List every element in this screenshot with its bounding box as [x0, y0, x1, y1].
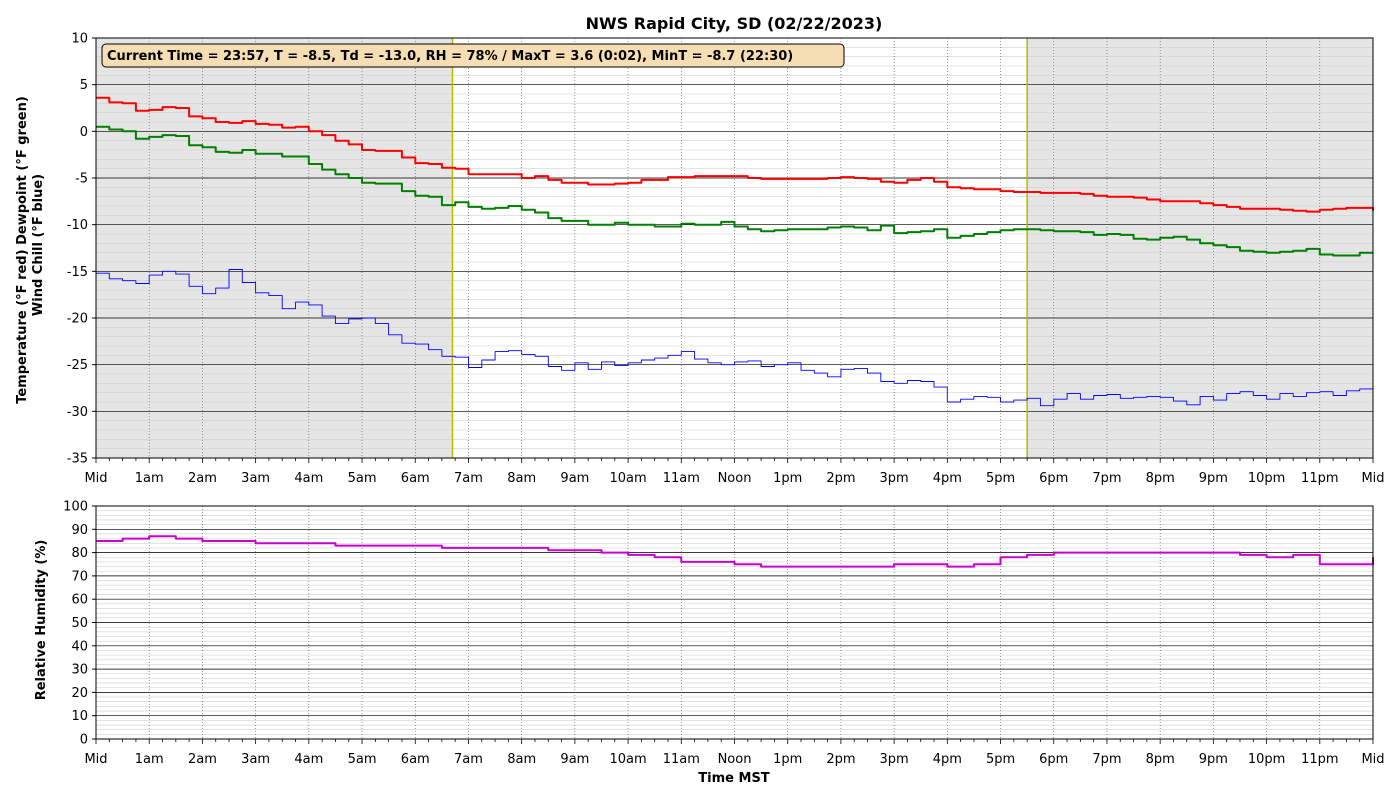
x-tick-label: Noon: [718, 752, 752, 767]
x-tick-label: 7pm: [1092, 471, 1121, 486]
y-tick-label: -20: [67, 312, 88, 327]
x-tick-label: Noon: [718, 471, 752, 486]
night-shading-1: [1027, 38, 1373, 458]
series-line-0-2: [96, 269, 1374, 407]
info-box-background: [101, 43, 845, 68]
y-tick-label: 10: [71, 32, 88, 47]
x-tick-label: 10pm: [1248, 752, 1285, 767]
x-tick-label: 5pm: [986, 752, 1015, 767]
x-tick-label: 5am: [348, 471, 377, 486]
x-tick-label: 10am: [609, 471, 646, 486]
x-tick-label: 8am: [507, 752, 536, 767]
x-tick-label: 8am: [507, 471, 536, 486]
x-tick-label: 11am: [663, 471, 700, 486]
y-tick-label: -5: [75, 172, 88, 187]
top-panel-series: [96, 96, 1374, 407]
y-tick-label: 80: [71, 546, 88, 561]
y-tick-label: 20: [71, 686, 88, 701]
x-tick-label: 8pm: [1146, 471, 1175, 486]
y-tick-label: 10: [71, 709, 88, 724]
y-tick-label: 60: [71, 593, 88, 608]
chart-title: NWS Rapid City, SD (02/22/2023): [586, 14, 883, 33]
x-tick-label: Mid: [84, 471, 107, 486]
x-tick-label: 4pm: [933, 471, 962, 486]
x-tick-label: 6pm: [1039, 471, 1068, 486]
y-tick-label: 50: [71, 616, 88, 631]
y-tick-label: -25: [67, 358, 88, 373]
bottom-ylabel: Relative Humidity (%): [34, 540, 49, 701]
x-tick-label: 2pm: [826, 471, 855, 486]
x-tick-label: 4am: [294, 752, 323, 767]
y-tick-label: 0: [80, 733, 88, 748]
x-tick-label: 4am: [294, 471, 323, 486]
x-tick-label: 2pm: [826, 752, 855, 767]
top-panel-grid: [95, 37, 1374, 459]
y-tick-label: 40: [71, 639, 88, 654]
x-tick-label: 6am: [401, 752, 430, 767]
x-tick-label: 11pm: [1301, 752, 1338, 767]
top-panel-ticks: -35 -30 -25 -20 -15 -10 -5 0 5 10 Mid 1am 2am 3am 4am 5…: [67, 32, 1385, 487]
y-tick-label: -30: [67, 405, 88, 420]
x-tick-label: 8pm: [1146, 752, 1175, 767]
bottom-panel-series: [96, 535, 1374, 568]
x-tick-label: 6pm: [1039, 752, 1068, 767]
x-tick-label: 1pm: [773, 752, 802, 767]
x-tick-label: 10am: [609, 752, 646, 767]
y-tick-label: 70: [71, 569, 88, 584]
bottom-panel-ticks: 0 10 20 30 40 50 60 70 80 90 100 Mid 1am 2am 3am 4am 5am…: [63, 500, 1384, 768]
x-tick-label: Mid: [84, 752, 107, 767]
bottom-xlabel: Time MST: [698, 771, 770, 786]
x-tick-label: 2am: [188, 752, 217, 767]
x-tick-label: 3am: [241, 471, 270, 486]
y-tick-label: 100: [63, 500, 88, 515]
x-tick-label: 9am: [560, 752, 589, 767]
x-tick-label: Mid: [1361, 471, 1384, 486]
x-tick-label: 4pm: [933, 752, 962, 767]
bottom-panel-grid: [95, 505, 1374, 740]
y-tick-label: -35: [67, 452, 88, 467]
x-tick-label: 10pm: [1248, 471, 1285, 486]
x-tick-label: 3am: [241, 752, 270, 767]
night-shading-0: [96, 38, 453, 458]
top-ylabel-line2: Wind Chill (°F blue): [31, 174, 46, 316]
y-tick-label: 0: [80, 125, 88, 140]
x-tick-label: 3pm: [880, 471, 909, 486]
x-tick-label: 3pm: [880, 752, 909, 767]
x-tick-label: Mid: [1361, 752, 1384, 767]
x-tick-label: 7am: [454, 471, 483, 486]
x-tick-label: 5am: [348, 752, 377, 767]
y-tick-label: 90: [71, 523, 88, 538]
x-tick-label: 1am: [135, 752, 164, 767]
y-tick-label: 5: [80, 78, 88, 93]
x-tick-label: 7am: [454, 752, 483, 767]
top-ylabel-line1: Temperature (°F red) Dewpoint (°F green): [15, 96, 30, 404]
series-line-0-1: [96, 125, 1373, 257]
x-tick-label: 11pm: [1301, 471, 1338, 486]
x-tick-label: 9am: [560, 471, 589, 486]
y-tick-label: -15: [67, 265, 88, 280]
y-tick-label: 30: [71, 663, 88, 678]
x-tick-label: 9pm: [1199, 471, 1228, 486]
x-tick-label: 9pm: [1199, 752, 1228, 767]
x-tick-label: 1pm: [773, 471, 802, 486]
x-tick-label: 6am: [401, 471, 430, 486]
series-line-1-0: [96, 535, 1374, 568]
x-tick-label: 1am: [135, 471, 164, 486]
info-box-text: Current Time = 23:57, T = -8.5, Td = -13…: [107, 49, 793, 64]
series-line-0-0: [96, 96, 1374, 213]
x-tick-label: 5pm: [986, 471, 1015, 486]
x-tick-label: 2am: [188, 471, 217, 486]
info-box: Current Time = 23:57, T = -8.5, Td = -13…: [101, 43, 845, 68]
x-tick-label: 7pm: [1092, 752, 1121, 767]
x-tick-label: 11am: [663, 752, 700, 767]
y-tick-label: -10: [67, 218, 88, 233]
